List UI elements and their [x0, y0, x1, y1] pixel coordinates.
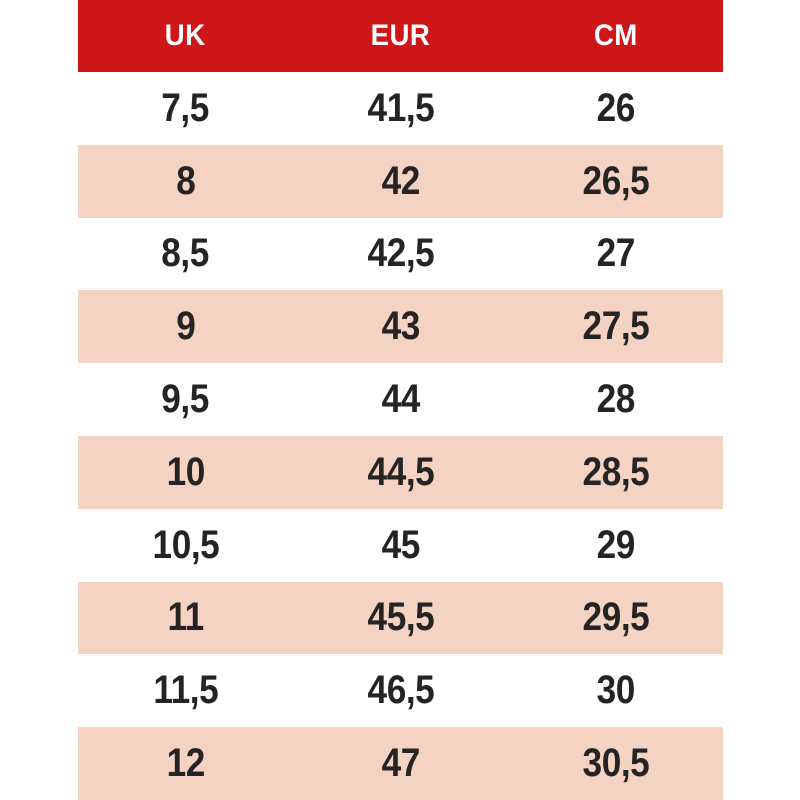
size-value: 27 — [596, 231, 635, 276]
size-cell: 9 — [78, 290, 293, 363]
column-header-eur: EUR — [370, 19, 431, 52]
size-value: 27,5 — [582, 304, 649, 349]
size-value: 11 — [167, 595, 204, 640]
size-cell: 29 — [508, 509, 723, 582]
header-cell-eur: EUR — [293, 0, 508, 72]
table-row: 11,5 46,5 30 — [78, 654, 723, 727]
size-cell: 8,5 — [78, 218, 293, 291]
table-row: 12 47 30,5 — [78, 727, 723, 800]
size-cell: 10 — [78, 436, 293, 509]
size-value: 45 — [381, 522, 420, 567]
size-cell: 11,5 — [78, 654, 293, 727]
size-value: 43 — [381, 304, 420, 349]
size-cell: 28 — [508, 363, 723, 436]
size-cell: 46,5 — [293, 654, 508, 727]
table-row: 8,5 42,5 27 — [78, 218, 723, 291]
table-row: 11 45,5 29,5 — [78, 581, 723, 655]
size-cell: 29,5 — [508, 582, 723, 655]
size-value: 10 — [166, 449, 205, 494]
size-cell: 30 — [508, 654, 723, 727]
size-value: 44,5 — [367, 449, 434, 494]
size-cell: 41,5 — [293, 72, 508, 145]
size-value: 7,5 — [161, 85, 210, 130]
table-row: 10,5 45 29 — [78, 509, 723, 582]
size-value: 29,5 — [582, 595, 649, 640]
size-value: 30,5 — [582, 741, 649, 786]
size-cell: 7,5 — [78, 72, 293, 145]
size-value: 42 — [381, 158, 420, 203]
size-cell: 30,5 — [508, 727, 723, 800]
table-header-row: UK EUR CM — [78, 0, 723, 72]
size-cell: 26 — [508, 72, 723, 145]
header-cell-uk: UK — [78, 0, 293, 72]
size-value: 11,5 — [153, 668, 218, 713]
size-value: 29 — [596, 522, 635, 567]
size-cell: 11 — [78, 582, 293, 655]
size-value: 10,5 — [152, 522, 219, 567]
size-cell: 8 — [78, 145, 293, 218]
size-value: 42,5 — [367, 231, 434, 276]
size-cell: 9,5 — [78, 363, 293, 436]
size-cell: 42 — [293, 145, 508, 218]
size-cell: 43 — [293, 290, 508, 363]
size-value: 26 — [596, 85, 635, 130]
size-value: 30 — [596, 668, 635, 713]
size-cell: 42,5 — [293, 218, 508, 291]
table-body: 7,5 41,5 26 8 42 26,5 8,5 42,5 27 9 43 27,5 9,5 44 28 1… — [78, 72, 723, 800]
size-value: 26,5 — [582, 158, 649, 203]
size-value: 47 — [381, 741, 420, 786]
size-value: 9 — [175, 304, 196, 349]
size-cell: 27 — [508, 218, 723, 291]
size-cell: 10,5 — [78, 509, 293, 582]
size-cell: 45 — [293, 509, 508, 582]
column-header-cm: CM — [593, 19, 638, 52]
size-cell: 27,5 — [508, 290, 723, 363]
size-cell: 44,5 — [293, 436, 508, 509]
size-cell: 44 — [293, 363, 508, 436]
table-row: 9 43 27,5 — [78, 290, 723, 364]
header-cell-cm: CM — [508, 0, 723, 72]
size-value: 12 — [166, 741, 205, 786]
column-header-uk: UK — [165, 19, 206, 52]
size-cell: 28,5 — [508, 436, 723, 509]
size-value: 28 — [596, 377, 635, 422]
size-value: 28,5 — [582, 449, 649, 494]
size-value: 45,5 — [367, 595, 434, 640]
table-row: 9,5 44 28 — [78, 363, 723, 436]
size-value: 41,5 — [367, 85, 434, 130]
table-row: 8 42 26,5 — [78, 144, 723, 218]
table-row: 10 44,5 28,5 — [78, 435, 723, 509]
size-value: 44 — [381, 377, 420, 422]
size-cell: 26,5 — [508, 145, 723, 218]
size-value: 8 — [175, 158, 196, 203]
size-value: 46,5 — [367, 668, 434, 713]
size-conversion-table: UK EUR CM 7,5 41,5 26 8 42 26,5 8,5 42,5 27 9 43 27… — [78, 0, 723, 800]
table-row: 7,5 41,5 26 — [78, 72, 723, 145]
size-cell: 45,5 — [293, 582, 508, 655]
size-value: 8,5 — [161, 231, 210, 276]
size-cell: 47 — [293, 727, 508, 800]
size-cell: 12 — [78, 727, 293, 800]
size-value: 9,5 — [161, 377, 210, 422]
